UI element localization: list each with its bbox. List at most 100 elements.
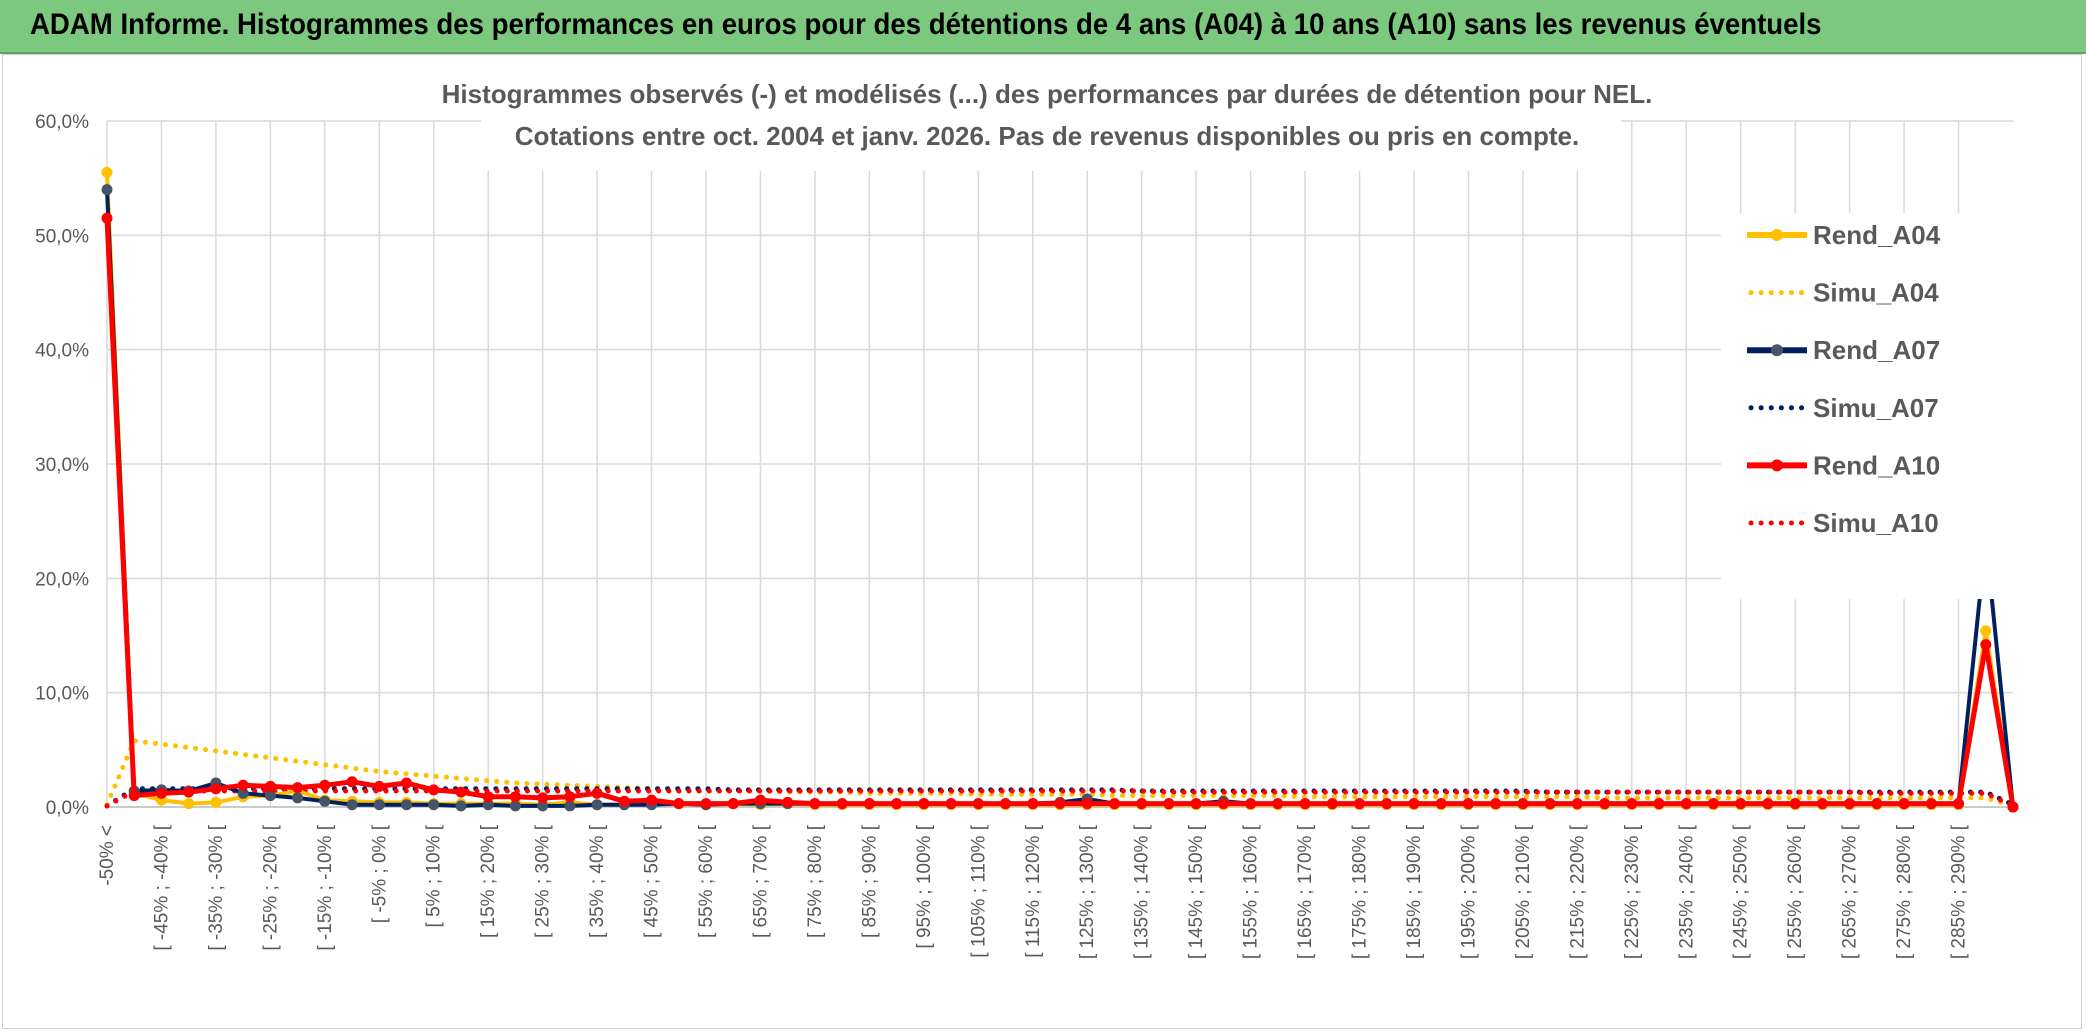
y-axis: 0,0% 10,0% 20,0% 30,0% 40,0% 50,0% 60,0%	[35, 112, 89, 819]
x-tick-label: [ 65% ; 70% [	[750, 824, 771, 938]
title-background	[481, 61, 1621, 171]
data-point	[673, 798, 685, 810]
data-point	[1762, 798, 1774, 810]
legend: Rend_A04 Simu_A04 Rend_A07 Simu_A07 Rend_A10…	[1721, 213, 2021, 599]
data-point	[1109, 798, 1120, 810]
y-tick-label: 60,0%	[35, 112, 89, 133]
data-point	[700, 798, 712, 810]
data-point	[482, 799, 494, 811]
data-point	[101, 184, 113, 196]
data-point	[210, 796, 222, 808]
chart-frame: 0,0% 10,0% 20,0% 30,0% 40,0% 50,0% 60,0% -50% …	[2, 54, 2082, 1029]
data-point	[1462, 798, 1474, 810]
y-tick-label: 0,0%	[46, 798, 89, 819]
data-point	[1190, 798, 1202, 810]
legend-label: Simu_A10	[1813, 508, 1939, 538]
data-point	[1326, 798, 1338, 810]
data-point	[237, 779, 249, 791]
data-point	[1980, 625, 1992, 637]
series-Rend_A10	[101, 212, 2019, 813]
y-tick-label: 50,0%	[35, 226, 89, 247]
x-tick-label: [ 165% ; 170% [	[1295, 824, 1316, 959]
x-tick-label: [ -15% ; -10% [	[315, 824, 336, 950]
data-point	[1680, 798, 1692, 810]
data-point	[401, 799, 412, 811]
data-point	[509, 800, 521, 812]
x-axis: -50% < [ -45% ; -40% [[ -35% ; -30% [[ -2…	[97, 806, 2013, 959]
x-tick-label: [ 155% ; 160% [	[1241, 824, 1262, 959]
data-point	[1054, 798, 1066, 810]
data-point	[183, 798, 195, 810]
data-point	[2007, 801, 2019, 813]
data-point	[1408, 798, 1420, 810]
data-point	[482, 791, 494, 803]
x-tick-label: [ 145% ; 150% [	[1186, 824, 1207, 959]
x-tick-label: [ 45% ; 50% [	[642, 824, 663, 938]
data-point	[591, 787, 603, 799]
chart: 0,0% 10,0% 20,0% 30,0% 40,0% 50,0% 60,0% -50% …	[35, 61, 2021, 959]
chart-title: Histogrammes observés (-) et modélisés (…	[442, 79, 1653, 109]
data-point	[319, 795, 331, 807]
data-point	[1027, 798, 1039, 810]
series-Simu_A10	[104, 788, 2016, 809]
grid	[106, 120, 2013, 808]
data-point	[1517, 798, 1529, 810]
data-point	[401, 777, 412, 789]
data-point	[1871, 798, 1883, 810]
y-tick-label: 30,0%	[35, 455, 89, 476]
x-tick-label: [ 35% ; 40% [	[587, 824, 608, 938]
legend-item-Rend_A07: Rend_A07	[1747, 335, 1940, 365]
data-point	[891, 798, 903, 810]
legend-item-Rend_A04: Rend_A04	[1747, 220, 1941, 250]
x-tick-label: [ 115% ; 120% [	[1023, 824, 1044, 957]
x-tick-label: [ 195% ; 200% [	[1458, 824, 1479, 959]
data-point	[1844, 798, 1856, 810]
data-point	[346, 799, 358, 811]
x-tick-label: [ 135% ; 140% [	[1132, 824, 1153, 959]
x-tick-label: -50% <	[97, 825, 118, 886]
data-point	[1354, 798, 1365, 810]
x-tick-label: [ 185% ; 190% [	[1404, 824, 1425, 959]
x-tick-label: [ 95% ; 100% [	[914, 824, 935, 948]
data-point	[727, 798, 739, 810]
series-Simu_A04	[104, 737, 2016, 809]
x-tick-label: [ 225% ; 230% [	[1622, 824, 1643, 959]
data-point	[1217, 798, 1229, 810]
data-point	[101, 212, 113, 224]
x-tick-label: [ -45% ; -40% [	[151, 824, 172, 950]
data-point	[292, 782, 304, 794]
y-tick-label: 40,0%	[35, 341, 89, 362]
x-tick-label: [ 285% ; 290% [	[1949, 824, 1970, 959]
x-tick-label: [ 85% ; 90% [	[859, 824, 880, 938]
data-point	[755, 794, 766, 806]
data-point	[1245, 798, 1257, 810]
data-point	[210, 783, 222, 795]
data-point	[863, 798, 875, 810]
legend-marker	[1771, 229, 1783, 241]
data-point	[782, 796, 794, 808]
data-point	[428, 799, 440, 811]
data-point	[101, 166, 113, 178]
data-point	[564, 800, 576, 812]
data-point	[1490, 798, 1502, 810]
x-tick-label: [ 265% ; 270% [	[1840, 824, 1861, 959]
data-point	[346, 776, 358, 788]
data-point	[1544, 798, 1556, 810]
data-point	[1626, 798, 1638, 810]
x-tick-label: [ 5% ; 10% [	[424, 824, 445, 927]
data-point	[428, 784, 440, 796]
series-line	[104, 737, 2016, 809]
data-point	[373, 780, 385, 792]
x-tick-label: [ 205% ; 210% [	[1513, 824, 1534, 959]
data-point	[564, 791, 576, 803]
data-point	[1708, 798, 1719, 810]
x-tick-label: [ 215% ; 220% [	[1567, 824, 1588, 959]
data-point	[183, 786, 195, 798]
data-point	[264, 790, 276, 802]
x-tick-label: [ 25% ; 30% [	[533, 824, 554, 938]
data-point	[264, 780, 276, 792]
data-point	[509, 791, 521, 803]
data-point	[809, 798, 821, 810]
legend-marker	[1771, 459, 1783, 472]
data-point	[945, 798, 957, 810]
